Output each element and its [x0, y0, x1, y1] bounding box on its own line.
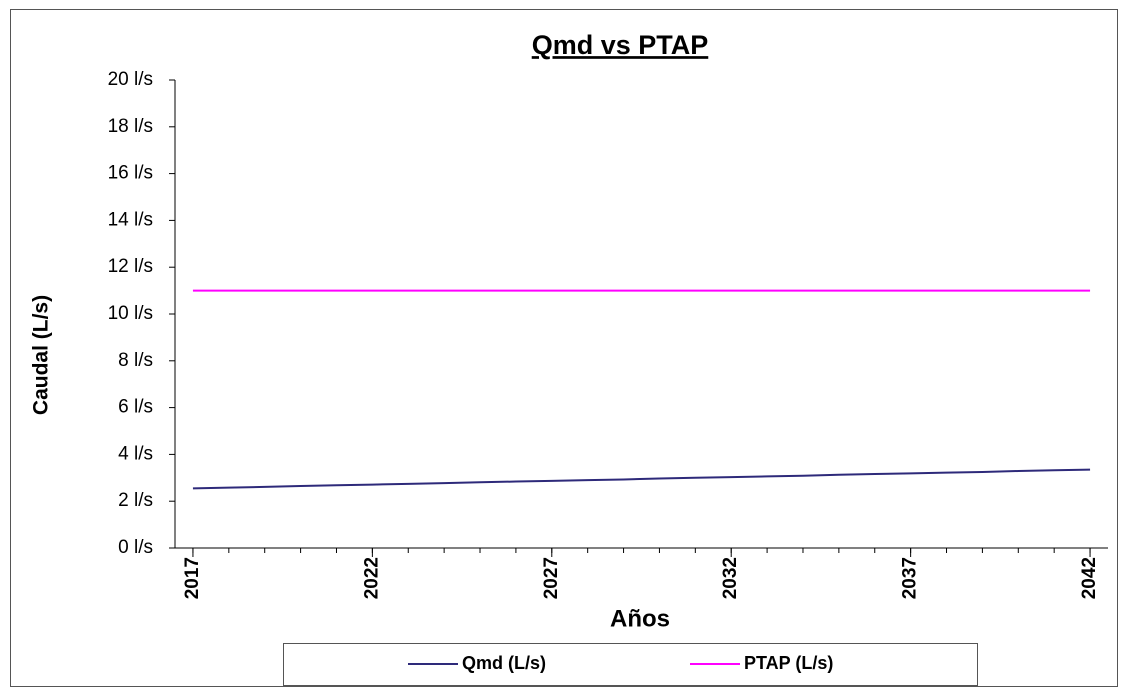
series-line: [192, 468, 1091, 490]
legend-label: PTAP (L/s): [744, 653, 833, 673]
x-tick-label: 2037: [900, 557, 921, 599]
chart-title: Qmd vs PTAP: [532, 30, 709, 60]
y-tick-label: 2 l/s: [118, 490, 153, 511]
y-tick-label: 4 l/s: [118, 443, 153, 464]
y-tick-label: 20 l/s: [108, 69, 153, 90]
legend-box: [283, 643, 978, 686]
y-tick-label: 0 l/s: [118, 537, 153, 558]
x-tick-label: 2042: [1079, 557, 1100, 599]
y-tick-label: 14 l/s: [108, 209, 153, 230]
y-tick-label: 10 l/s: [108, 303, 153, 324]
x-axis-label: Años: [610, 605, 670, 632]
y-axis-label: Caudal (L/s): [30, 295, 53, 415]
y-tick-label: 6 l/s: [118, 397, 153, 418]
legend-label: Qmd (L/s): [462, 653, 546, 673]
x-tick-label: 2027: [541, 557, 562, 599]
y-tick-label: 16 l/s: [108, 163, 153, 184]
x-tick-label: 2032: [720, 557, 741, 599]
y-tick-label: 8 l/s: [118, 350, 153, 371]
x-tick-label: 2017: [182, 557, 203, 599]
y-tick-label: 18 l/s: [108, 116, 153, 137]
x-tick-label: 2022: [361, 557, 382, 599]
chart-frame: [10, 9, 1118, 687]
y-tick-label: 12 l/s: [108, 256, 153, 277]
